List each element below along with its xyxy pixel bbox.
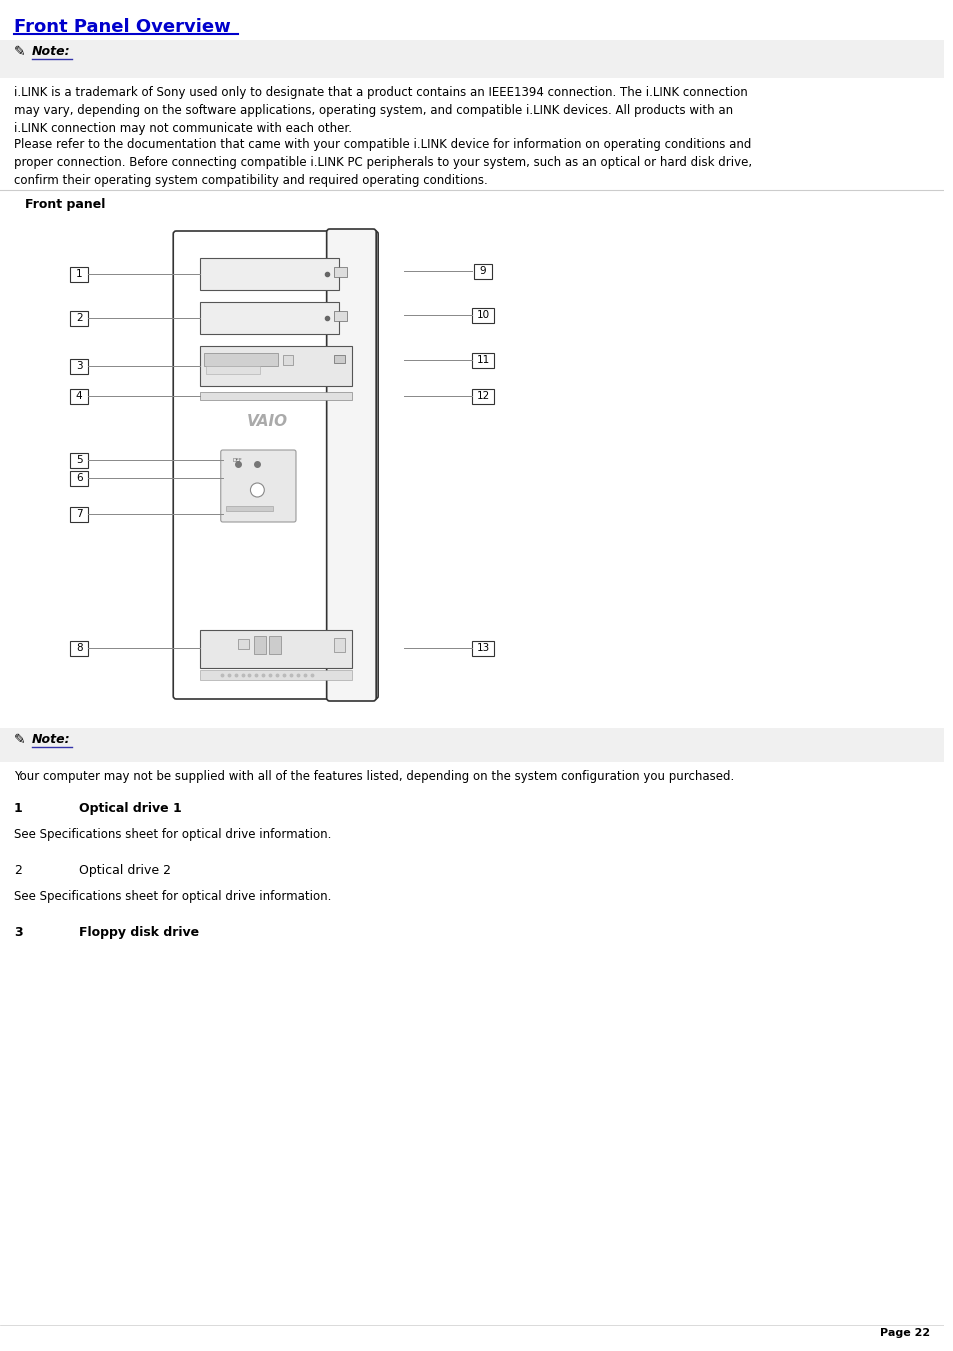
Bar [71, 359, 88, 374]
Bar [200, 670, 352, 680]
Text: See Specifications sheet for optical drive information.: See Specifications sheet for optical dri… [14, 828, 331, 842]
Text: 1: 1 [14, 802, 23, 815]
Bar [472, 389, 494, 404]
Bar [71, 453, 88, 467]
Text: 3: 3 [14, 925, 23, 939]
Bar [200, 258, 338, 290]
Bar [71, 507, 88, 521]
Bar [200, 630, 352, 667]
Text: 2: 2 [14, 865, 22, 877]
Text: Front panel: Front panel [25, 199, 105, 211]
Bar [269, 636, 281, 654]
Bar [71, 389, 88, 404]
Bar [254, 636, 266, 654]
FancyBboxPatch shape [220, 450, 295, 521]
Text: Your computer may not be supplied with all of the features listed, depending on : Your computer may not be supplied with a… [14, 770, 734, 784]
Bar [71, 311, 88, 326]
Text: ✎: ✎ [14, 45, 26, 59]
Bar [0, 41, 943, 78]
Bar [200, 346, 352, 386]
Circle shape [251, 484, 264, 497]
Text: 12: 12 [476, 390, 489, 401]
Text: Floppy disk drive: Floppy disk drive [79, 925, 199, 939]
Text: Note:: Note: [31, 734, 71, 746]
Text: 11: 11 [476, 355, 489, 365]
Text: 5: 5 [76, 455, 82, 465]
FancyBboxPatch shape [326, 230, 375, 701]
Text: Note:: Note: [31, 45, 71, 58]
Bar [334, 311, 347, 322]
Text: 13: 13 [476, 643, 489, 653]
Text: 8: 8 [76, 643, 82, 653]
Text: i.LINK is a trademark of Sony used only to designate that a product contains an : i.LINK is a trademark of Sony used only … [14, 86, 747, 135]
Text: Optical drive 2: Optical drive 2 [79, 865, 171, 877]
Text: Please refer to the documentation that came with your compatible i.LINK device f: Please refer to the documentation that c… [14, 138, 751, 186]
Text: VAIO: VAIO [247, 413, 288, 430]
Text: 7: 7 [76, 509, 82, 519]
Text: Optical drive 1: Optical drive 1 [79, 802, 182, 815]
Text: Front Panel Overview: Front Panel Overview [14, 18, 231, 36]
Text: 10: 10 [476, 309, 489, 320]
Bar [237, 639, 249, 648]
Text: Page 22: Page 22 [880, 1328, 929, 1337]
Bar [474, 263, 492, 280]
Text: 9: 9 [479, 266, 486, 276]
Bar [71, 471, 88, 486]
Text: 3: 3 [76, 361, 82, 372]
Text: 4: 4 [76, 390, 82, 401]
Bar [0, 728, 943, 762]
Bar [200, 392, 352, 400]
Bar [472, 353, 494, 367]
Bar [204, 353, 278, 366]
Bar [334, 267, 347, 277]
Bar [71, 267, 88, 282]
Bar [334, 638, 345, 653]
Bar [226, 507, 273, 511]
Bar [334, 355, 345, 363]
Bar [71, 640, 88, 657]
Bar [283, 355, 293, 365]
Bar [200, 303, 338, 334]
Text: See Specifications sheet for optical drive information.: See Specifications sheet for optical dri… [14, 890, 331, 902]
Text: 1: 1 [76, 269, 82, 280]
Text: 6: 6 [76, 473, 82, 484]
Bar [472, 308, 494, 323]
Text: 2: 2 [76, 313, 82, 323]
Text: ✎: ✎ [14, 734, 26, 747]
Text: DEF: DEF [233, 458, 242, 463]
FancyBboxPatch shape [173, 231, 377, 698]
Bar [472, 640, 494, 657]
Bar [206, 366, 260, 374]
